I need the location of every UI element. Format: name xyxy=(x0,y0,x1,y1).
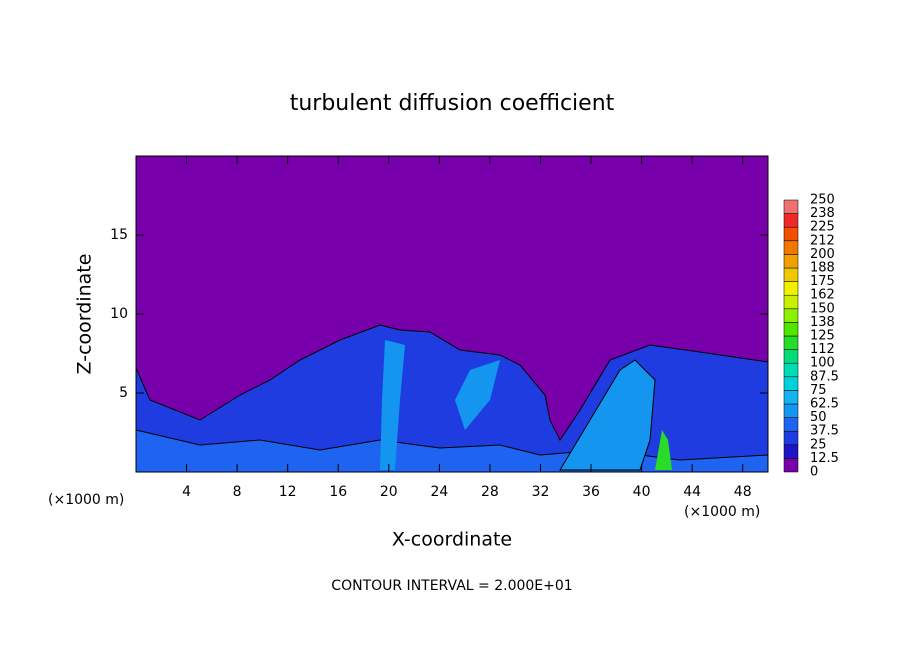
colorbar-swatch xyxy=(783,281,799,296)
field-region xyxy=(455,360,500,430)
colorbar-swatch xyxy=(783,240,799,255)
colorbar-swatch xyxy=(783,199,799,214)
colorbar-label: 150 xyxy=(810,301,835,316)
y-axis-label: Z-coordinate xyxy=(74,254,96,375)
x-tick-label: 20 xyxy=(380,484,398,500)
colorbar-swatch xyxy=(783,376,799,391)
x-tick-label: 24 xyxy=(430,484,448,500)
colorbar-label: 162 xyxy=(810,288,835,303)
colorbar-label: 212 xyxy=(810,233,835,248)
colorbar-swatch xyxy=(783,294,799,310)
colorbar-label: 138 xyxy=(810,315,835,330)
colorbar-swatch xyxy=(783,403,799,418)
x-tick-label: 8 xyxy=(233,484,242,500)
x-tick-label: 12 xyxy=(279,484,297,500)
colorbar-label: 125 xyxy=(810,329,835,344)
x-unit: (×1000 m) xyxy=(48,492,124,508)
colorbar-label: 100 xyxy=(810,356,835,371)
colorbar-label: 12.5 xyxy=(810,451,839,466)
colorbar-swatch xyxy=(783,254,799,269)
x-tick-label: 28 xyxy=(481,484,499,500)
x-tick-label: 36 xyxy=(582,484,600,500)
x-tick-label: 40 xyxy=(633,484,651,500)
colorbar-label: 250 xyxy=(810,193,835,208)
y-tick-label: 5 xyxy=(119,385,128,401)
x-tick-label: 32 xyxy=(532,484,550,500)
x-axis-label: X-coordinate xyxy=(392,529,512,551)
chart-title: turbulent diffusion coefficient xyxy=(290,91,615,116)
colorbar-label: 37.5 xyxy=(810,424,839,439)
colorbar-label: 50 xyxy=(810,410,827,425)
colorbar-label: 25 xyxy=(810,437,827,452)
y-tick-label: 15 xyxy=(110,227,128,243)
colorbar-label: 75 xyxy=(810,383,827,398)
colorbar-label: 62.5 xyxy=(810,397,839,412)
x-unit: (×1000 m) xyxy=(684,504,760,520)
colorbar-label: 225 xyxy=(810,220,835,235)
colorbar-swatch xyxy=(783,430,799,446)
x-tick-label: 16 xyxy=(329,484,347,500)
colorbar-label: 188 xyxy=(810,261,835,276)
field xyxy=(136,156,768,472)
colorbar-swatch xyxy=(783,444,799,459)
colorbar-label: 238 xyxy=(810,206,835,221)
field-region xyxy=(655,430,672,470)
colorbar-swatch xyxy=(783,322,799,337)
x-tick-label: 44 xyxy=(683,484,701,500)
colorbar-label: 87.5 xyxy=(810,369,839,384)
x-tick-label: 48 xyxy=(734,484,752,500)
colorbar-swatch xyxy=(783,308,799,323)
x-tick-label: 4 xyxy=(182,484,191,500)
colorbar-swatch xyxy=(783,267,799,282)
colorbar-swatch xyxy=(783,362,799,378)
colorbar-swatch xyxy=(783,226,799,242)
colorbar-label: 200 xyxy=(810,247,835,262)
note: CONTOUR INTERVAL = 2.000E+01 xyxy=(331,578,572,594)
colorbar-label: 0 xyxy=(810,465,818,480)
y-tick-label: 10 xyxy=(110,306,128,322)
colorbar-swatch xyxy=(783,213,799,228)
colorbar-swatch xyxy=(783,390,799,405)
colorbar-swatch xyxy=(783,417,799,432)
colorbar-label: 112 xyxy=(810,342,835,357)
colorbar-label: 175 xyxy=(810,274,835,289)
colorbar-swatch xyxy=(783,349,799,364)
colorbar-swatch xyxy=(783,335,799,350)
field-region xyxy=(380,340,405,470)
colorbar-swatch xyxy=(783,458,799,473)
